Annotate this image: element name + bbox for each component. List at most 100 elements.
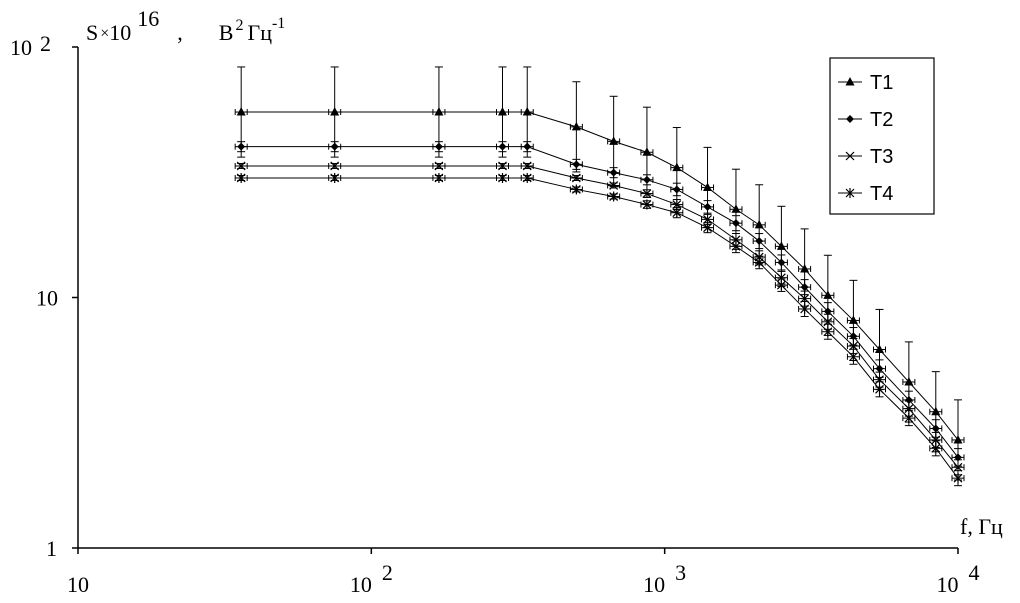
data-point: [571, 184, 581, 195]
data-point: [609, 181, 619, 190]
data-point: [642, 189, 652, 198]
data-point: [823, 290, 833, 299]
legend-label: T3: [870, 146, 893, 168]
data-point: [848, 341, 858, 351]
data-point: [754, 257, 764, 268]
data-point: [931, 424, 940, 433]
data-point: [823, 307, 832, 316]
data-point: [800, 283, 809, 292]
legend: T1 T2 T3 T4: [829, 57, 935, 215]
series-t2: [234, 141, 965, 467]
y-tick-label: 1: [46, 536, 57, 561]
data-point: [330, 142, 339, 151]
x-tick-label: 10: [67, 572, 89, 597]
data-point: [823, 326, 833, 337]
error-bar: [798, 300, 812, 317]
data-point: [875, 344, 885, 354]
data-point: [953, 462, 963, 472]
data-point: [434, 107, 444, 116]
data-point: [522, 172, 532, 183]
data-point: [904, 404, 914, 414]
data-point: [237, 142, 246, 151]
data-point: [703, 214, 712, 224]
x-tick-label: 10 4: [937, 560, 980, 597]
legend-entry-t1: T1: [838, 72, 893, 94]
data-point: [434, 161, 444, 171]
data-point: [731, 241, 741, 252]
data-point: [236, 172, 246, 183]
legend-marker: [846, 115, 854, 123]
data-point: [609, 191, 619, 202]
legend-marker: [845, 77, 855, 86]
data-point: [498, 172, 507, 183]
data-point: [330, 107, 340, 116]
legend-label: T4: [870, 183, 893, 205]
data-point: [497, 107, 507, 116]
data-point: [498, 142, 507, 151]
data-point: [731, 219, 740, 228]
legend-entry-t3: T3: [838, 146, 893, 168]
legend-entry-t2: T2: [838, 109, 893, 131]
data-point: [754, 219, 764, 229]
data-point: [330, 161, 340, 171]
data-point: [875, 364, 884, 373]
data-point: [523, 142, 532, 151]
data-point: [931, 435, 941, 445]
data-point: [236, 161, 246, 171]
data-point: [703, 182, 713, 191]
legend-label: T2: [870, 109, 893, 131]
data-point: [800, 263, 810, 273]
data-point: [953, 473, 963, 484]
data-point: [904, 395, 913, 404]
series-layer: [234, 66, 965, 487]
x-tick-label: 10 2: [350, 560, 393, 597]
data-point: [672, 185, 681, 194]
data-point: [522, 161, 532, 171]
data-point: [642, 199, 652, 210]
data-point: [931, 406, 941, 416]
data-point: [236, 107, 246, 116]
data-point: [848, 315, 858, 324]
data-point: [703, 202, 712, 211]
series-line-t4: [241, 177, 959, 479]
data-point: [904, 376, 914, 386]
y-axis-label: S ×1016, В 2 Гц-1: [86, 6, 285, 45]
data-point: [672, 207, 682, 218]
data-point: [755, 237, 764, 246]
axis-ticks: 10 10 2 10 3 10 4 1 10 10 2: [10, 31, 980, 597]
data-point: [731, 204, 741, 213]
data-point: [931, 443, 941, 454]
data-point: [953, 434, 963, 444]
data-point: [572, 160, 581, 169]
data-point: [672, 162, 682, 172]
data-point: [522, 107, 532, 116]
data-point: [875, 375, 884, 385]
data-point: [571, 173, 581, 183]
data-point: [330, 172, 340, 183]
data-point: [776, 280, 786, 291]
data-point: [642, 147, 652, 156]
data-point: [642, 175, 651, 184]
series-t4: [234, 172, 965, 487]
x-tick-label: 10 3: [643, 560, 686, 597]
data-point: [904, 413, 914, 424]
data-point: [776, 241, 786, 250]
legend-marker: [845, 188, 855, 198]
y-tick-label: 10 2: [10, 31, 51, 60]
error-bar: [902, 410, 916, 427]
x-axis-label: f, Гц: [960, 514, 1003, 539]
y-tick-label: 10: [36, 286, 58, 311]
legend-label: T1: [870, 72, 893, 94]
data-point: [609, 136, 619, 145]
data-point: [434, 172, 444, 183]
data-point: [571, 121, 581, 131]
legend-marker: [845, 151, 855, 161]
data-point: [777, 258, 786, 267]
data-point: [776, 273, 786, 283]
data-point: [848, 351, 858, 362]
legend-entry-t4: T4: [838, 183, 893, 205]
data-point: [609, 168, 618, 177]
data-point: [703, 222, 712, 233]
data-point: [800, 303, 810, 314]
